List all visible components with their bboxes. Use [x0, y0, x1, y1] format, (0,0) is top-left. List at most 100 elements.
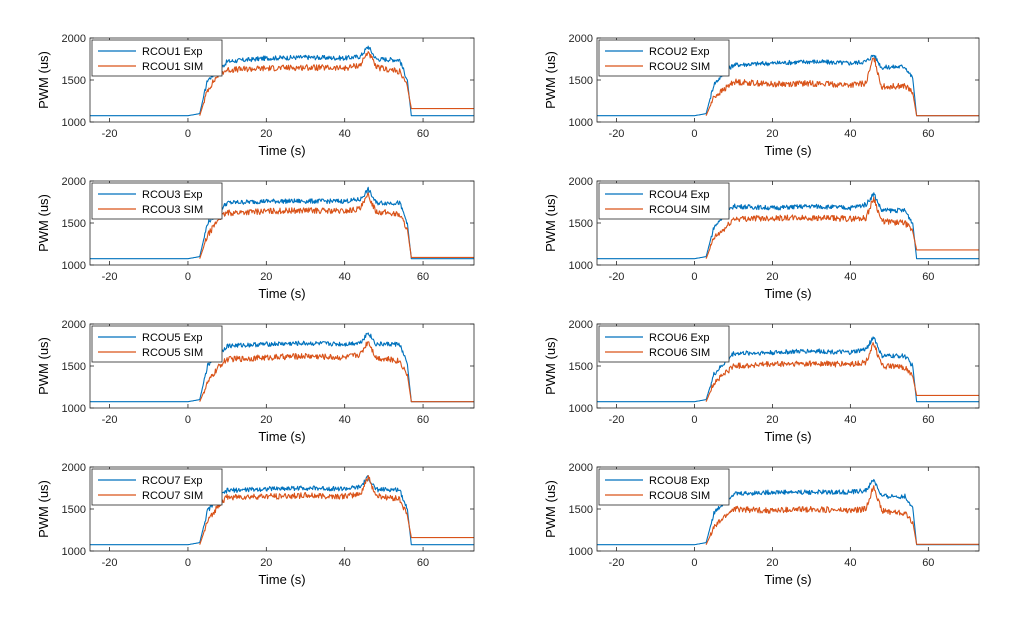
- subplot-3: -20 0 20 40 60 1000 1500 2000 Time (s) PWM (us) RC…: [36, 176, 475, 301]
- x-tick-label: -20: [609, 128, 625, 140]
- y-tick-label: 1000: [569, 260, 593, 272]
- y-axis-label: PWM (us): [36, 51, 51, 109]
- y-tick-label: 2000: [569, 462, 593, 474]
- x-tick-label: 0: [185, 557, 191, 569]
- legend-box: [91, 182, 223, 220]
- y-axis-label: PWM (us): [36, 337, 51, 395]
- x-tick-label: 40: [844, 128, 856, 140]
- legend: RCOU4 Exp RCOU4 SIM: [598, 182, 730, 220]
- legend: RCOU5 Exp RCOU5 SIM: [91, 325, 223, 363]
- y-axis-label: PWM (us): [543, 51, 558, 109]
- subplot-6: -20 0 20 40 60 1000 1500 2000 Time (s) PWM (us) RC…: [543, 319, 980, 444]
- legend-entry: RCOU2 Exp: [649, 46, 710, 58]
- x-tick-label: 60: [922, 271, 934, 283]
- x-tick-label: 40: [339, 557, 351, 569]
- y-tick-label: 1500: [62, 504, 86, 516]
- y-tick-label: 2000: [62, 176, 86, 188]
- y-axis-label: PWM (us): [36, 480, 51, 538]
- x-tick-label: 40: [844, 557, 856, 569]
- series-line-exp: [90, 45, 474, 117]
- y-tick-label: 1000: [62, 546, 86, 558]
- y-axis-label: PWM (us): [543, 194, 558, 252]
- series-line-sim: [705, 57, 979, 117]
- legend: RCOU6 Exp RCOU6 SIM: [598, 325, 730, 363]
- x-tick-label: 60: [417, 414, 429, 426]
- y-tick-label: 1500: [569, 504, 593, 516]
- x-tick-label: 20: [766, 128, 778, 140]
- x-axis-label: Time (s): [258, 429, 305, 444]
- series-line-exp: [90, 186, 474, 260]
- series-line-sim: [199, 51, 474, 116]
- x-axis-label: Time (s): [258, 143, 305, 158]
- x-tick-label: 60: [417, 271, 429, 283]
- x-tick-label: 0: [185, 414, 191, 426]
- y-tick-label: 1000: [569, 117, 593, 129]
- x-tick-label: 40: [339, 128, 351, 140]
- series-line-sim: [705, 342, 979, 402]
- x-tick-label: 60: [417, 128, 429, 140]
- x-tick-label: -20: [609, 557, 625, 569]
- y-tick-label: 1500: [569, 361, 593, 373]
- legend: RCOU1 Exp RCOU1 SIM: [91, 39, 223, 77]
- legend-box: [598, 325, 730, 363]
- x-tick-label: 0: [691, 128, 697, 140]
- series-line-sim: [199, 341, 474, 403]
- legend: RCOU7 Exp RCOU7 SIM: [91, 468, 223, 506]
- subplot-7: -20 0 20 40 60 1000 1500 2000 Time (s) PWM (us) RC…: [36, 462, 475, 587]
- legend-entry: RCOU2 SIM: [649, 61, 710, 73]
- y-tick-label: 2000: [62, 33, 86, 45]
- legend-entry: RCOU3 SIM: [142, 204, 203, 216]
- y-tick-label: 1000: [569, 546, 593, 558]
- x-tick-label: 60: [922, 557, 934, 569]
- legend-box: [598, 468, 730, 506]
- x-tick-label: 60: [922, 128, 934, 140]
- subplot-8: -20 0 20 40 60 1000 1500 2000 Time (s) PWM (us) RC…: [543, 462, 980, 587]
- series-line-exp: [597, 54, 979, 117]
- legend-box: [91, 325, 223, 363]
- x-axis-label: Time (s): [764, 572, 811, 587]
- legend-entry: RCOU7 Exp: [142, 475, 203, 487]
- subplot-1: -20 0 20 40 60 1000 1500 2000 Time (s) PWM (us) RC…: [36, 33, 475, 158]
- x-axis-label: Time (s): [764, 429, 811, 444]
- y-tick-label: 1500: [569, 218, 593, 230]
- y-tick-label: 1500: [62, 218, 86, 230]
- y-tick-label: 2000: [62, 319, 86, 331]
- legend-entry: RCOU5 SIM: [142, 347, 203, 359]
- x-tick-label: 20: [260, 128, 272, 140]
- series-line-exp: [90, 332, 474, 403]
- y-tick-label: 2000: [62, 462, 86, 474]
- legend-box: [91, 39, 223, 77]
- series-line-exp: [597, 192, 979, 260]
- y-tick-label: 1500: [62, 75, 86, 87]
- x-tick-label: 20: [766, 271, 778, 283]
- x-tick-label: -20: [102, 128, 118, 140]
- legend-entry: RCOU5 Exp: [142, 332, 203, 344]
- legend-box: [598, 182, 730, 220]
- y-tick-label: 2000: [569, 319, 593, 331]
- x-tick-label: 40: [339, 271, 351, 283]
- legend-entry: RCOU1 Exp: [142, 46, 203, 58]
- legend-entry: RCOU8 Exp: [649, 475, 710, 487]
- y-axis-label: PWM (us): [543, 480, 558, 538]
- legend-entry: RCOU3 Exp: [142, 189, 203, 201]
- x-tick-label: -20: [609, 271, 625, 283]
- legend-entry: RCOU1 SIM: [142, 61, 203, 73]
- subplot-4: -20 0 20 40 60 1000 1500 2000 Time (s) PWM (us) RC…: [543, 176, 980, 301]
- x-tick-label: 0: [185, 128, 191, 140]
- series-line-exp: [597, 336, 979, 403]
- x-tick-label: 20: [766, 557, 778, 569]
- x-tick-label: -20: [609, 414, 625, 426]
- y-tick-label: 1500: [62, 361, 86, 373]
- y-tick-label: 1000: [62, 403, 86, 415]
- y-tick-label: 1000: [62, 117, 86, 129]
- y-tick-label: 2000: [569, 33, 593, 45]
- x-tick-label: -20: [102, 557, 118, 569]
- x-axis-label: Time (s): [258, 572, 305, 587]
- series-line-sim: [705, 196, 979, 259]
- x-tick-label: 40: [844, 271, 856, 283]
- legend-entry: RCOU8 SIM: [649, 490, 710, 502]
- y-axis-label: PWM (us): [36, 194, 51, 252]
- x-axis-label: Time (s): [764, 286, 811, 301]
- y-tick-label: 1500: [569, 75, 593, 87]
- x-tick-label: -20: [102, 414, 118, 426]
